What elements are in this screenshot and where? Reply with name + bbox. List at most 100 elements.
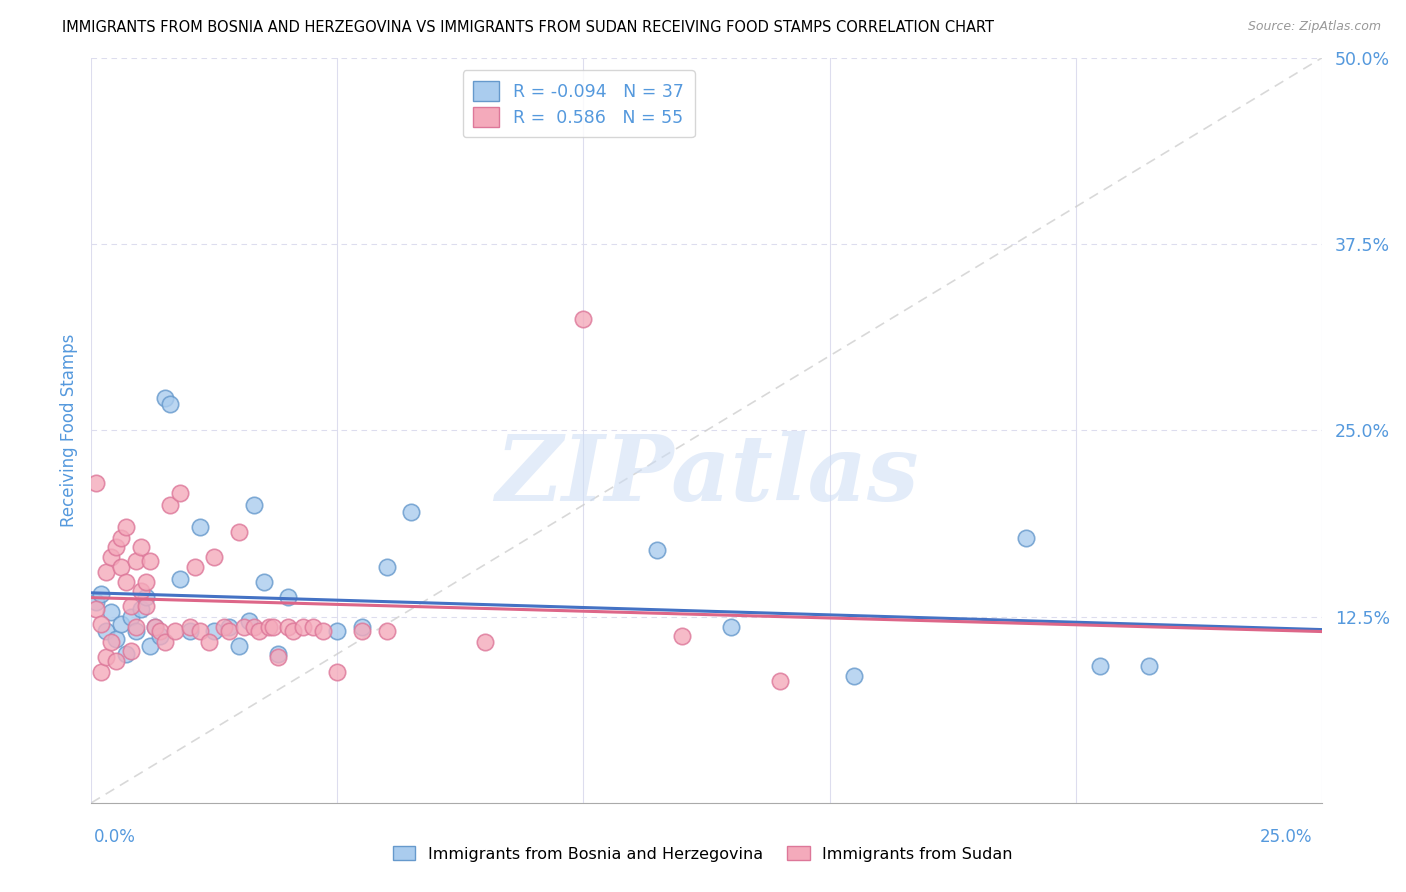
Point bbox=[267, 649, 290, 664]
Point bbox=[242, 498, 264, 512]
Point bbox=[842, 669, 865, 683]
Point bbox=[218, 620, 240, 634]
Point bbox=[291, 620, 314, 634]
Point bbox=[124, 554, 146, 568]
Point bbox=[202, 624, 225, 639]
Point bbox=[375, 560, 398, 574]
Point bbox=[149, 629, 172, 643]
Point bbox=[474, 635, 496, 649]
Point bbox=[90, 617, 112, 632]
Point bbox=[129, 540, 152, 554]
Point bbox=[253, 575, 276, 590]
Point bbox=[202, 549, 225, 564]
Point bbox=[242, 620, 264, 634]
Point bbox=[267, 647, 290, 661]
Point bbox=[169, 573, 191, 587]
Point bbox=[110, 560, 132, 574]
Point bbox=[257, 620, 280, 634]
Point bbox=[135, 575, 156, 590]
Point bbox=[262, 620, 284, 634]
Point bbox=[720, 620, 742, 634]
Text: 0.0%: 0.0% bbox=[94, 828, 136, 846]
Text: 25.0%: 25.0% bbox=[1260, 828, 1312, 846]
Point bbox=[277, 620, 299, 634]
Point bbox=[212, 620, 235, 634]
Point bbox=[90, 587, 112, 601]
Point bbox=[1015, 531, 1038, 545]
Legend: R = -0.094   N = 37, R =  0.586   N = 55: R = -0.094 N = 37, R = 0.586 N = 55 bbox=[463, 70, 695, 137]
Point bbox=[120, 609, 142, 624]
Point bbox=[129, 602, 152, 616]
Point bbox=[86, 475, 108, 490]
Point bbox=[145, 620, 166, 634]
Point bbox=[326, 665, 349, 679]
Point bbox=[90, 665, 112, 679]
Point bbox=[86, 602, 108, 616]
Point bbox=[163, 624, 186, 639]
Y-axis label: Receiving Food Stamps: Receiving Food Stamps bbox=[59, 334, 77, 527]
Point bbox=[1139, 658, 1161, 673]
Point bbox=[169, 486, 191, 500]
Point bbox=[139, 640, 162, 654]
Point bbox=[277, 591, 299, 605]
Point bbox=[218, 624, 240, 639]
Point bbox=[198, 635, 221, 649]
Point bbox=[352, 624, 374, 639]
Point bbox=[153, 391, 177, 405]
Point bbox=[159, 396, 181, 410]
Point bbox=[179, 624, 201, 639]
Point bbox=[135, 599, 156, 614]
Point bbox=[96, 565, 117, 579]
Point bbox=[188, 520, 211, 534]
Point bbox=[572, 311, 595, 326]
Point bbox=[352, 620, 374, 634]
Point bbox=[149, 624, 172, 639]
Point bbox=[114, 520, 138, 534]
Point bbox=[159, 498, 181, 512]
Point bbox=[114, 647, 138, 661]
Point bbox=[129, 584, 152, 599]
Point bbox=[105, 540, 127, 554]
Point bbox=[110, 531, 132, 545]
Point bbox=[238, 614, 260, 628]
Point bbox=[100, 635, 122, 649]
Point bbox=[120, 599, 142, 614]
Point bbox=[232, 620, 256, 634]
Point bbox=[326, 624, 349, 639]
Point bbox=[183, 560, 207, 574]
Point bbox=[247, 624, 270, 639]
Point bbox=[86, 595, 108, 609]
Point bbox=[114, 575, 138, 590]
Point bbox=[139, 554, 162, 568]
Point bbox=[375, 624, 398, 639]
Point bbox=[399, 505, 422, 519]
Legend: Immigrants from Bosnia and Herzegovina, Immigrants from Sudan: Immigrants from Bosnia and Herzegovina, … bbox=[387, 839, 1019, 868]
Point bbox=[179, 620, 201, 634]
Point bbox=[105, 632, 127, 646]
Point bbox=[105, 654, 127, 668]
Point bbox=[769, 673, 792, 688]
Point bbox=[671, 629, 693, 643]
Point bbox=[96, 624, 117, 639]
Point bbox=[124, 620, 146, 634]
Point bbox=[145, 620, 166, 634]
Point bbox=[281, 624, 304, 639]
Point bbox=[110, 617, 132, 632]
Point bbox=[135, 591, 156, 605]
Point bbox=[311, 624, 335, 639]
Point bbox=[1088, 658, 1111, 673]
Text: IMMIGRANTS FROM BOSNIA AND HERZEGOVINA VS IMMIGRANTS FROM SUDAN RECEIVING FOOD S: IMMIGRANTS FROM BOSNIA AND HERZEGOVINA V… bbox=[62, 20, 994, 35]
Point bbox=[124, 624, 146, 639]
Text: ZIPatlas: ZIPatlas bbox=[495, 431, 918, 519]
Point bbox=[301, 620, 323, 634]
Point bbox=[100, 549, 122, 564]
Point bbox=[188, 624, 211, 639]
Point bbox=[100, 605, 122, 619]
Point bbox=[153, 635, 177, 649]
Point bbox=[228, 640, 250, 654]
Point bbox=[120, 644, 142, 658]
Point bbox=[228, 524, 250, 539]
Text: Source: ZipAtlas.com: Source: ZipAtlas.com bbox=[1247, 20, 1381, 33]
Point bbox=[645, 542, 669, 557]
Point bbox=[96, 649, 117, 664]
